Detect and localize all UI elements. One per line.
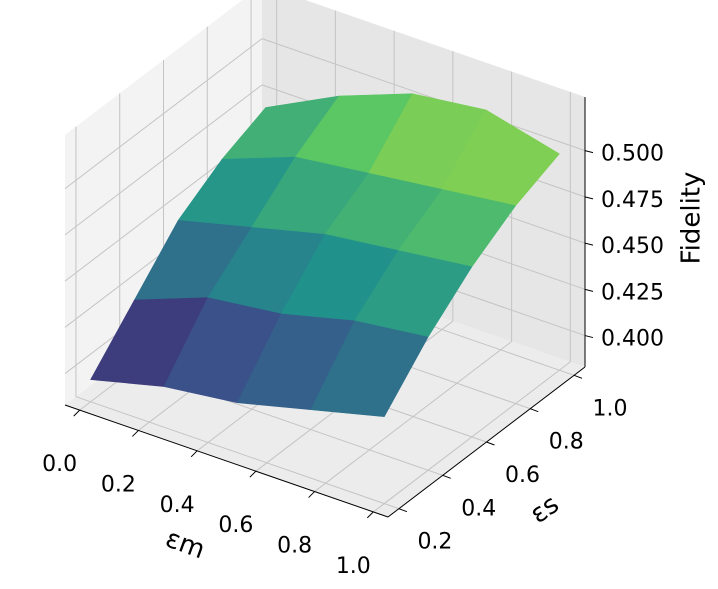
- x-tick-label: 0.2: [101, 472, 136, 497]
- x-tick: [249, 470, 257, 478]
- x-tick: [132, 430, 139, 437]
- z-tick-label: 0.425: [601, 280, 664, 305]
- z-tick-label: 0.450: [601, 234, 664, 259]
- z-tick: [584, 335, 594, 339]
- grid-line: [64, 38, 263, 190]
- y-axis-label: εs: [525, 489, 565, 529]
- surface-patch: [310, 320, 429, 417]
- y-tick: [530, 408, 539, 413]
- y-tick-label: 0.8: [549, 430, 584, 455]
- y-tick: [442, 474, 451, 479]
- grid-line: [75, 396, 400, 510]
- z-axis-label: Fidelity: [677, 172, 707, 265]
- grid-line: [64, 84, 263, 236]
- y-tick: [573, 374, 583, 379]
- z-tick: [584, 196, 594, 200]
- x-tick: [366, 511, 374, 519]
- y-tick-label: 0.2: [417, 530, 452, 555]
- z-tick: [584, 150, 594, 154]
- x-tick-label: 0.6: [218, 513, 253, 538]
- x-axis-label: εm: [162, 524, 209, 566]
- y-tick: [486, 441, 495, 446]
- x-tick-label: 0.8: [277, 534, 312, 559]
- x-tick-label: 0.0: [42, 452, 77, 477]
- grid-line: [261, 38, 586, 152]
- y-tick: [398, 508, 408, 513]
- z-tick-label: 0.400: [601, 327, 664, 352]
- y-tick-label: 0.6: [505, 463, 540, 488]
- z-tick: [584, 288, 594, 292]
- x-tick: [308, 491, 315, 498]
- z-tick-label: 0.500: [601, 142, 664, 167]
- y-tick-label: 0.4: [461, 496, 496, 521]
- z-tick-label: 0.475: [601, 188, 664, 213]
- x-tick: [73, 409, 81, 417]
- z-tick: [584, 242, 594, 246]
- x-tick-label: 0.4: [160, 493, 195, 518]
- x-tick-label: 1.0: [336, 554, 371, 579]
- y-tick-label: 1.0: [593, 396, 628, 421]
- axis-line: [64, 404, 389, 518]
- x-tick: [190, 450, 198, 458]
